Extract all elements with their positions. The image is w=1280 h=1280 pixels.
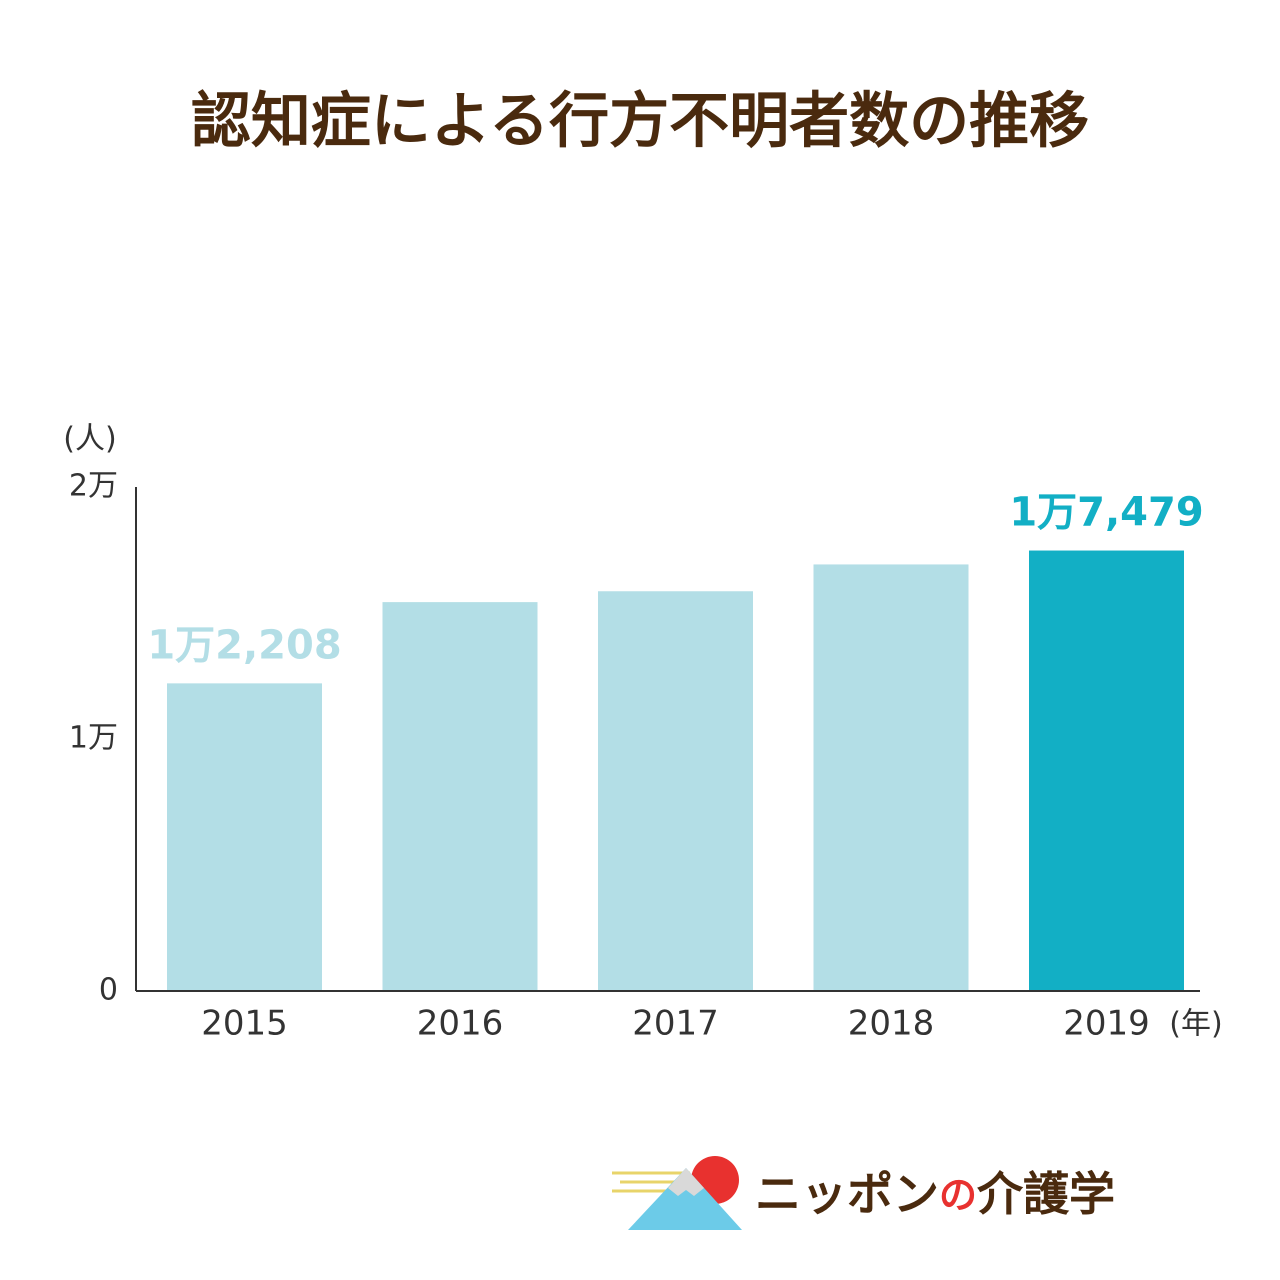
logo-text: ニッポンの介護学 bbox=[755, 1167, 1115, 1221]
snow bbox=[668, 1168, 704, 1196]
y-tick-label: 1万 bbox=[69, 721, 118, 756]
bar bbox=[167, 683, 322, 991]
bar bbox=[598, 591, 753, 991]
y-tick-label: 2万 bbox=[69, 469, 118, 504]
x-tick-label: 2015 bbox=[201, 1004, 288, 1044]
x-tick-label: 2019 bbox=[1063, 1004, 1150, 1044]
logo-icon bbox=[612, 1156, 742, 1230]
bar bbox=[382, 602, 538, 991]
value-label: 1万7,479 bbox=[1009, 490, 1203, 536]
x-unit: (年) bbox=[1169, 1007, 1222, 1042]
bar bbox=[813, 564, 969, 991]
value-label: 1万2,208 bbox=[147, 622, 341, 668]
logo-part: の bbox=[939, 1173, 977, 1217]
x-tick-label: 2016 bbox=[417, 1004, 504, 1044]
x-tick-label: 2018 bbox=[848, 1004, 935, 1044]
y-unit: (人) bbox=[63, 422, 116, 457]
y-tick-label: 0 bbox=[99, 973, 118, 1008]
plot: 0 1万 2万 2015 1万2,208 2016 2017 2018 2019 1万7,479 bbox=[69, 469, 1204, 1044]
logo-part: 介護学 bbox=[977, 1167, 1115, 1221]
x-tick-label: 2017 bbox=[632, 1004, 719, 1044]
bar bbox=[1029, 550, 1184, 991]
chart-title: 認知症による行方不明者数の推移 bbox=[191, 87, 1089, 157]
logo-part: ニッポン bbox=[755, 1167, 939, 1221]
mountain bbox=[628, 1168, 742, 1230]
